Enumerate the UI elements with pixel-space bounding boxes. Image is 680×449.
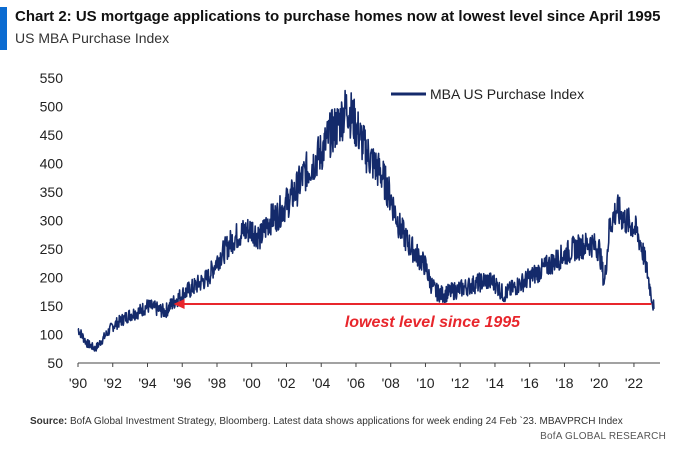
y-tick-label: 300 [40, 213, 64, 229]
x-tick-label: '16 [521, 375, 539, 391]
x-tick-label: '14 [486, 375, 504, 391]
series-group [77, 89, 655, 352]
legend: MBA US Purchase Index [391, 86, 584, 102]
source-note: Source: BofA Global Investment Strategy,… [30, 416, 623, 427]
y-tick-label: 400 [40, 156, 64, 172]
annotation-arrow-head [173, 299, 185, 309]
x-tick-label: '02 [277, 375, 295, 391]
x-tick-label: '18 [555, 375, 573, 391]
x-tick-label: '06 [347, 375, 365, 391]
x-tick-label: '10 [416, 375, 434, 391]
y-tick-label: 200 [40, 270, 64, 286]
y-axis: 50 100 150 200 250 300 350 400 450 500 550 [40, 70, 64, 371]
y-tick-label: 150 [40, 298, 64, 314]
annotation-label: lowest level since 1995 [345, 314, 521, 331]
x-tick-label: '12 [451, 375, 469, 391]
x-tick-label: '98 [208, 375, 226, 391]
y-tick-label: 50 [47, 355, 63, 371]
x-tick-label: '96 [173, 375, 191, 391]
y-tick-label: 350 [40, 184, 64, 200]
series-line-mba-purchase-index [77, 89, 655, 352]
y-tick-label: 250 [40, 241, 64, 257]
source-text: BofA Global Investment Strategy, Bloombe… [67, 416, 623, 427]
x-tick-label: '22 [625, 375, 643, 391]
brand-label: BofA GLOBAL RESEARCH [540, 431, 666, 442]
chart-title: Chart 2: US mortgage applications to pur… [15, 8, 661, 25]
x-tick-label: '08 [382, 375, 400, 391]
x-tick-label: '94 [138, 375, 156, 391]
x-axis: '90 '92 '94 '96 '98 '00 '02 '04 '06 '08 '10 '12 '14 '… [69, 362, 660, 391]
x-tick-label: '20 [590, 375, 608, 391]
x-tick-label: '00 [243, 375, 261, 391]
chart-subtitle: US MBA Purchase Index [15, 30, 170, 46]
y-tick-label: 100 [40, 327, 64, 343]
accent-bar [0, 7, 7, 50]
x-tick-label: '90 [69, 375, 87, 391]
legend-label: MBA US Purchase Index [430, 86, 584, 102]
y-tick-label: 500 [40, 99, 64, 115]
annotation-group: lowest level since 1995 [173, 299, 652, 331]
source-label: Source: [30, 416, 68, 427]
x-tick-label: '92 [104, 375, 122, 391]
y-tick-label: 450 [40, 127, 64, 143]
x-tick-label: '04 [312, 375, 330, 391]
y-tick-label: 550 [40, 70, 64, 86]
